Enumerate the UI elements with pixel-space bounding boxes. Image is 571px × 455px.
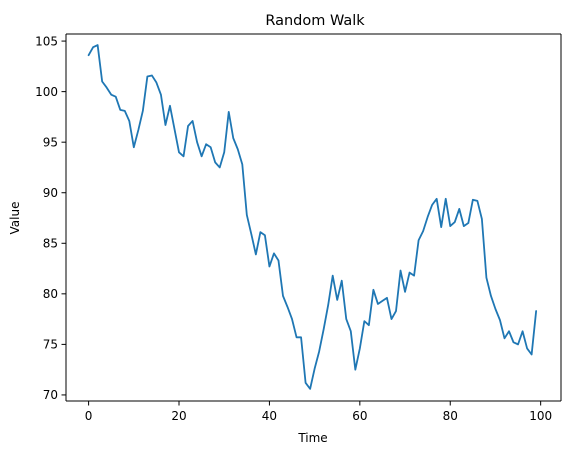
y-tick-label: 75 xyxy=(43,338,58,352)
y-tick-label: 100 xyxy=(35,85,58,99)
y-tick-label: 90 xyxy=(43,186,58,200)
y-tick-label: 80 xyxy=(43,287,58,301)
chart-title: Random Walk xyxy=(265,13,365,29)
y-tick-label: 70 xyxy=(43,388,58,402)
x-tick-label: 20 xyxy=(171,409,186,423)
plot-area xyxy=(66,34,561,401)
x-tick-label: 100 xyxy=(529,409,552,423)
x-tick-label: 80 xyxy=(443,409,458,423)
x-tick-label: 60 xyxy=(352,409,367,423)
plot-frame xyxy=(65,33,562,402)
series-layer xyxy=(87,44,538,390)
y-tick-label: 85 xyxy=(43,237,58,251)
x-axis-label: Time xyxy=(297,431,327,445)
y-axis-ticks: 70 75 80 85 90 95 100 105 xyxy=(35,34,66,402)
y-axis-label: Value xyxy=(8,202,22,235)
x-tick-label: 40 xyxy=(262,409,277,423)
y-tick-label: 105 xyxy=(35,34,58,48)
x-axis-ticks: 0 20 40 60 80 100 xyxy=(85,401,552,423)
y-tick-label: 95 xyxy=(43,135,58,149)
series-line-0 xyxy=(87,44,538,390)
x-tick-label: 0 xyxy=(85,409,93,423)
